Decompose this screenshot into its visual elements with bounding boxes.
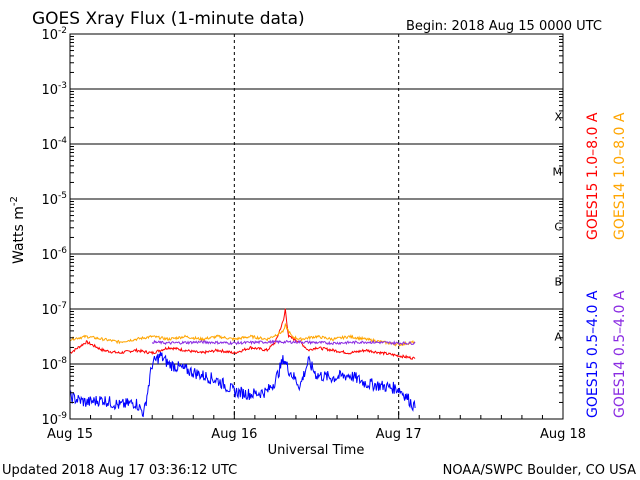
series-line-0 — [69, 308, 416, 361]
legend: GOES15 1.0–8.0 A GOES14 1.0–8.0 A GOES15 0… — [585, 112, 628, 418]
y-tick-base-1: 10 — [41, 83, 58, 98]
y-axis-label: Watts m-2 — [9, 196, 27, 264]
x-axis-ticks: Aug 15 Aug 16 Aug 17 Aug 18 — [47, 411, 586, 442]
y-axis-label-superscript: -2 — [9, 196, 20, 206]
y-tick-label-0: 10-2 — [41, 26, 67, 43]
plot-background — [70, 34, 563, 419]
y-tick-exponent-6: -8 — [58, 356, 67, 366]
flare-class-b: B — [554, 276, 562, 289]
y-tick-exponent-4: -6 — [58, 246, 67, 256]
x-tick-label-2: Aug 17 — [376, 427, 422, 442]
plot-area — [70, 34, 563, 419]
flare-class-a: A — [554, 331, 562, 344]
y-tick-exponent-1: -3 — [58, 81, 67, 91]
y-tick-label-6: 10-8 — [41, 356, 67, 373]
series-line-3 — [151, 339, 416, 346]
begin-label: Begin: 2018 Aug 15 0000 UTC — [406, 19, 602, 34]
chart-title: GOES Xray Flux (1-minute data) — [32, 9, 305, 29]
legend-entry-0: GOES15 1.0–8.0 A — [585, 112, 601, 240]
flare-class-m: M — [553, 166, 563, 179]
flare-class-c: C — [554, 221, 562, 234]
y-tick-base-4: 10 — [41, 248, 58, 263]
y-tick-label-3: 10-5 — [41, 191, 67, 208]
x-tick-label-1: Aug 16 — [211, 427, 257, 442]
legend-entry-1: GOES14 1.0–8.0 A — [612, 112, 628, 240]
y-tick-base-6: 10 — [41, 358, 58, 373]
y-tick-exponent-2: -4 — [58, 136, 67, 146]
y-tick-exponent-0: -2 — [58, 26, 67, 36]
y-tick-label-1: 10-3 — [41, 81, 67, 98]
y-tick-base-5: 10 — [41, 303, 58, 318]
series-group — [69, 308, 416, 418]
legend-entry-2: GOES15 0.5–4.0 A — [585, 290, 601, 418]
y-tick-base-0: 10 — [41, 28, 58, 43]
y-tick-label-5: 10-7 — [41, 301, 67, 318]
footer-credit: NOAA/SWPC Boulder, CO USA — [443, 463, 636, 478]
y-tick-label-2: 10-4 — [41, 136, 67, 153]
flare-class-x: X — [554, 111, 562, 124]
y-tick-label-7: 10-9 — [41, 411, 67, 428]
y-tick-exponent-3: -5 — [58, 191, 67, 201]
grid-lines — [70, 34, 563, 419]
series-line-1 — [69, 322, 416, 347]
x-tick-label-3: Aug 18 — [540, 427, 586, 442]
y-tick-exponent-5: -7 — [58, 301, 67, 311]
y-tick-base-7: 10 — [41, 413, 58, 428]
footer-updated: Updated 2018 Aug 17 03:36:12 UTC — [2, 463, 237, 478]
x-axis-label: Universal Time — [268, 443, 365, 458]
series-line-2 — [69, 352, 416, 418]
legend-entry-3: GOES14 0.5–4.0 A — [612, 290, 628, 418]
y-tick-exponent-7: -9 — [58, 411, 67, 421]
y-tick-base-2: 10 — [41, 138, 58, 153]
x-tick-label-0: Aug 15 — [47, 427, 93, 442]
y-tick-label-4: 10-6 — [41, 246, 67, 263]
flare-class-labels: X M C B A — [553, 111, 563, 344]
y-tick-base-3: 10 — [41, 193, 58, 208]
y-axis-ticks: 10-210-310-410-510-610-710-810-9 — [41, 26, 563, 428]
